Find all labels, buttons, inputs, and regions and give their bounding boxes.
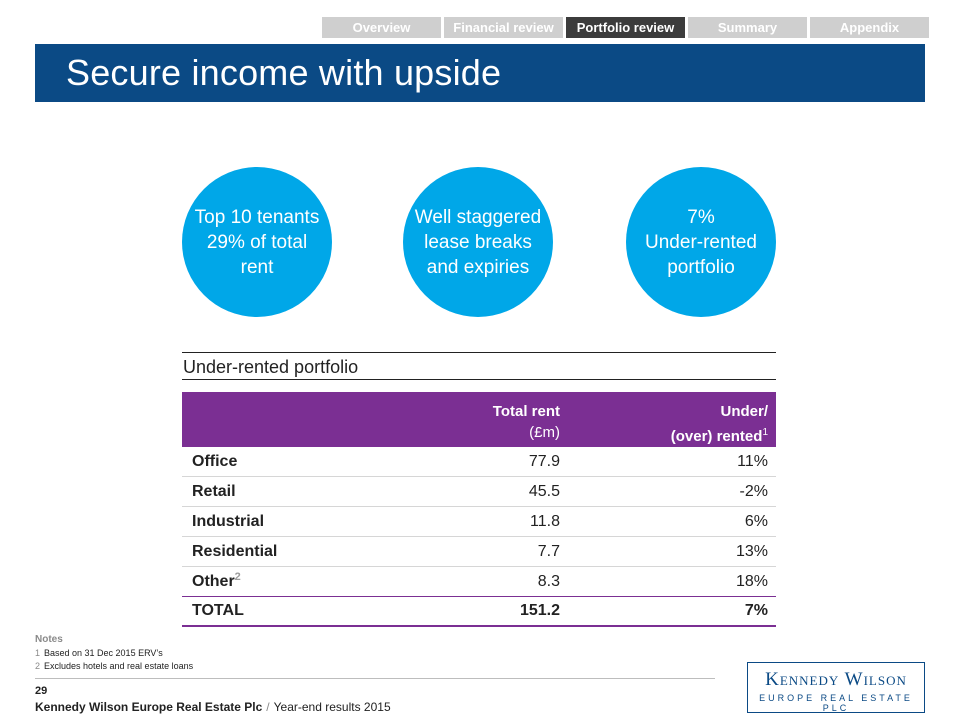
- note-item: 1 Based on 31 Dec 2015 ERV’s: [35, 647, 193, 660]
- note-item: 2 Excludes hotels and real estate loans: [35, 660, 193, 673]
- header-total-rent-line1: Total rent: [492, 403, 560, 420]
- row-rent: 77.9: [528, 452, 560, 470]
- row-under: -2%: [739, 482, 768, 500]
- total-under: 7%: [744, 602, 768, 619]
- notes: Notes 1 Based on 31 Dec 2015 ERV’s 2 Exc…: [35, 634, 193, 673]
- row-under: 18%: [735, 572, 768, 590]
- note-number: 1: [35, 648, 41, 658]
- footer-doc: Year-end results 2015: [273, 700, 391, 714]
- note-text: Excludes hotels and real estate loans: [44, 661, 194, 671]
- row-label: Residential: [192, 542, 278, 560]
- table-row: Industrial 11.8 6%: [182, 507, 776, 537]
- circle-text-line: Under-rented: [645, 231, 757, 253]
- note-text: Based on 31 Dec 2015 ERV’s: [44, 648, 163, 658]
- table-row: Retail 45.5 -2%: [182, 477, 776, 507]
- footer-divider: [35, 678, 715, 679]
- row-rent: 8.3: [537, 572, 560, 590]
- logo-line2: EUROPE REAL ESTATE PLC: [759, 693, 913, 713]
- header-blank: [182, 392, 382, 447]
- circle-text-line: rent: [240, 256, 274, 278]
- row-rent: 7.7: [537, 542, 560, 560]
- table-row: Other2 8.3 18%: [182, 567, 776, 597]
- footnote-ref-2: 2: [234, 570, 241, 583]
- circle-text-line: lease breaks: [424, 231, 532, 253]
- footer-text: Kennedy Wilson Europe Real Estate Plc / Ye…: [35, 700, 391, 714]
- page-number: 29: [35, 685, 48, 697]
- row-under: 6%: [744, 512, 768, 530]
- kennedy-wilson-logo: Kennedy Wilson EUROPE REAL ESTATE PLC: [747, 662, 925, 713]
- footer-separator: /: [266, 700, 270, 714]
- circle-text-line: portfolio: [667, 256, 735, 278]
- tab-financial-review[interactable]: Financial review: [444, 17, 563, 38]
- circle-text-line: 29% of total: [206, 231, 308, 253]
- circle-under-rented: 7% Under-rented portfolio: [626, 167, 776, 317]
- row-label-cell: Other2: [182, 570, 382, 591]
- circle-text-line: and expiries: [426, 256, 530, 278]
- under-rented-table: Under-rented portfolio Total rent (£m) U…: [182, 352, 776, 627]
- tab-overview[interactable]: Overview: [322, 17, 441, 38]
- row-label: Industrial: [192, 512, 265, 530]
- table-row: Office 77.9 11%: [182, 447, 776, 477]
- circle-text-line: Well staggered: [414, 206, 542, 228]
- notes-header: Notes: [35, 634, 63, 645]
- circle-lease-breaks: Well staggered lease breaks and expiries: [403, 167, 553, 317]
- page-title: Secure income with upside: [66, 52, 502, 93]
- total-rent: 151.2: [519, 602, 560, 619]
- circle-top-tenants: Top 10 tenants 29% of total rent: [182, 167, 332, 317]
- table-row: Residential 7.7 13%: [182, 537, 776, 567]
- header-total-rent-line2: (£m): [529, 424, 560, 441]
- total-label: TOTAL: [192, 602, 244, 619]
- footnote-ref-1: 1: [762, 427, 768, 438]
- tab-summary[interactable]: Summary: [688, 17, 807, 38]
- header-under-line2: (over) rented: [670, 428, 763, 445]
- total-row: TOTAL 151.2 7%: [182, 597, 776, 627]
- row-under: 13%: [735, 542, 768, 560]
- section-nav: Overview Financial review Portfolio revi…: [322, 17, 929, 38]
- tab-portfolio-review[interactable]: Portfolio review: [566, 17, 685, 38]
- header-under-line1: Under/: [720, 403, 768, 420]
- table-header: Total rent (£m) Under/ (over) rented1: [182, 392, 776, 447]
- header-under-rented: Under/ (over) rented1: [560, 392, 776, 447]
- row-label: Retail: [192, 482, 236, 500]
- title-bar: Secure income with upside: [35, 44, 925, 102]
- row-under: 11%: [737, 452, 768, 470]
- tab-appendix[interactable]: Appendix: [810, 17, 929, 38]
- circle-text-line: Top 10 tenants: [194, 206, 320, 228]
- row-label: Office: [192, 452, 238, 470]
- circle-text-line: 7%: [687, 206, 715, 228]
- row-rent: 45.5: [528, 482, 560, 500]
- note-number: 2: [35, 661, 41, 671]
- header-total-rent: Total rent (£m): [382, 392, 560, 447]
- footer-company: Kennedy Wilson Europe Real Estate Plc: [35, 700, 263, 714]
- logo-line1: Kennedy Wilson: [765, 669, 907, 690]
- row-rent: 11.8: [530, 512, 560, 530]
- row-label: Other: [192, 572, 235, 590]
- table-title: Under-rented portfolio: [182, 352, 776, 380]
